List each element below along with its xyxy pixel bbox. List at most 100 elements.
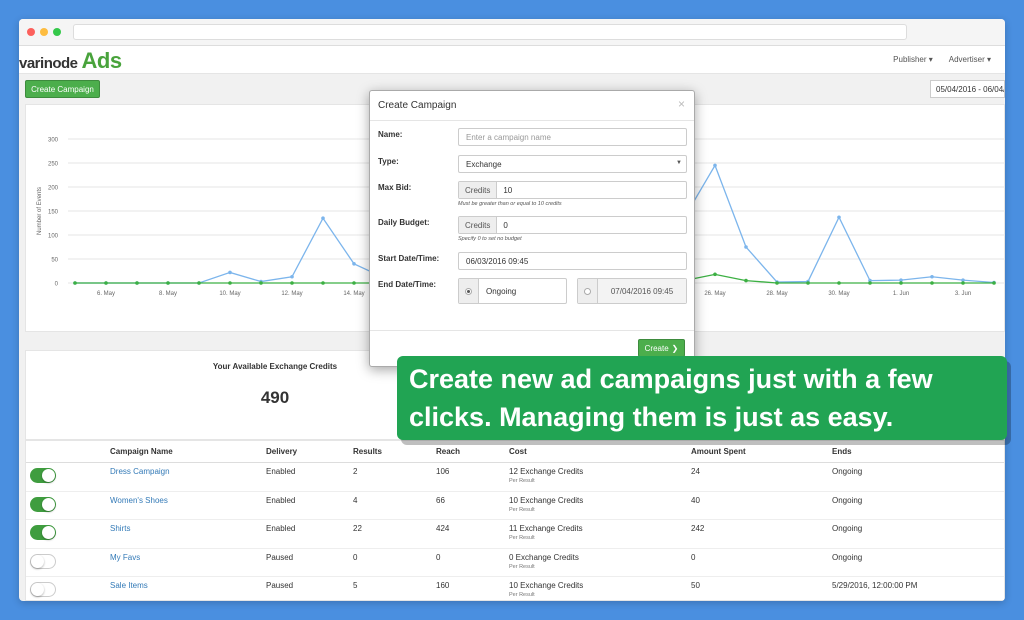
maxbid-label: Max Bid:	[378, 183, 412, 192]
data-point	[899, 281, 903, 285]
radio-selected-icon	[465, 287, 472, 295]
nav-links: Publisher ▾ Advertiser ▾	[893, 55, 991, 64]
ends-cell: Ongoing	[828, 491, 1004, 520]
campaign-name-input[interactable]: Enter a campaign name	[458, 128, 687, 146]
maxbid-input[interactable]: Credits 10	[458, 181, 687, 199]
data-point	[352, 281, 356, 285]
x-tick-label: 6. May	[97, 291, 115, 297]
start-date-input[interactable]: 06/03/2016 09:45	[458, 252, 687, 270]
modal-header: Create Campaign ×	[370, 91, 694, 121]
logo-text: varinode	[19, 55, 78, 72]
cost-cell: 10 Exchange Credits	[509, 581, 584, 590]
maxbid-hint: Must be greater than or equal to 10 cred…	[458, 201, 562, 207]
chevron-down-icon: ▼	[676, 160, 682, 166]
name-label: Name:	[378, 130, 403, 139]
data-point	[321, 216, 325, 220]
brand-logo[interactable]: varinode Ads	[19, 48, 122, 74]
delivery-cell: Enabled	[262, 462, 349, 492]
type-select-value: Exchange	[466, 160, 502, 169]
toggle-knob	[31, 583, 44, 596]
date-range-picker[interactable]: 05/04/2016 - 06/04/2016	[930, 80, 1005, 98]
campaign-toggle[interactable]	[30, 525, 56, 540]
nav-advertiser[interactable]: Advertiser ▾	[948, 55, 991, 64]
campaigns-table: Campaign Name Delivery Results Reach Cos…	[26, 441, 1004, 601]
start-label: Start Date/Time:	[378, 254, 440, 263]
daily-budget-input[interactable]: Credits 0	[458, 216, 687, 234]
campaign-name-link[interactable]: My Favs	[110, 552, 141, 562]
campaign-name-link[interactable]: Dress Campaign	[110, 467, 170, 476]
cost-cell: 11 Exchange Credits	[509, 524, 583, 533]
per-result-label: Per Result	[509, 592, 535, 598]
close-window-dot[interactable]	[27, 28, 35, 36]
modal-title: Create Campaign	[378, 100, 457, 111]
end-ongoing-option[interactable]: Ongoing	[458, 278, 567, 304]
table-row: Dress Campaign Enabled 2 106 12 Exchange…	[26, 462, 1004, 492]
data-point	[992, 281, 996, 285]
maximize-window-dot[interactable]	[53, 28, 61, 36]
data-point	[228, 270, 232, 275]
table-header-row: Campaign Name Delivery Results Reach Cos…	[26, 441, 1004, 463]
cost-cell: 12 Exchange Credits	[509, 467, 584, 476]
campaign-toggle[interactable]	[30, 582, 56, 597]
nav-publisher[interactable]: Publisher ▾	[893, 55, 933, 64]
close-icon[interactable]: ×	[677, 97, 685, 111]
data-point	[228, 281, 232, 285]
y-axis-label: Number of Events	[37, 187, 43, 235]
results-cell: 22	[349, 519, 432, 549]
address-bar[interactable]	[73, 24, 907, 40]
start-row: Start Date/Time: 06/03/2016 09:45	[378, 252, 688, 274]
delivery-cell: Paused	[262, 576, 349, 601]
modal-create-button[interactable]: Create ❯	[638, 339, 685, 357]
ends-cell: 5/29/2016, 12:00:00 PM	[828, 576, 1004, 601]
results-cell: 2	[349, 462, 432, 492]
delivery-cell: Paused	[262, 548, 349, 577]
campaign-toggle[interactable]	[30, 553, 56, 569]
end-label: End Date/Time:	[378, 280, 437, 289]
x-tick-label: 30. May	[828, 291, 849, 297]
campaign-toggle[interactable]	[30, 496, 56, 512]
create-campaign-button[interactable]: Create Campaign	[25, 80, 100, 98]
y-tick-label: 0	[55, 282, 59, 288]
campaign-name-link[interactable]: Shirts	[110, 524, 131, 533]
minimize-window-dot[interactable]	[40, 28, 48, 36]
type-select[interactable]: Exchange ▼	[458, 155, 687, 173]
x-tick-label: 14. May	[343, 291, 364, 297]
maxbid-prefix: Credits	[459, 182, 498, 198]
results-cell: 0	[349, 548, 432, 577]
campaign-toggle[interactable]	[30, 468, 56, 483]
browser-window: varinode Ads Publisher ▾ Advertiser ▾ Cre…	[19, 19, 1005, 601]
series-line	[683, 163, 995, 284]
data-point	[961, 278, 965, 282]
per-result-label: Per Result	[509, 563, 535, 570]
toggle-column-header	[26, 441, 106, 463]
table-row: Sale Items Paused 5 160 10 Exchange Cred…	[26, 576, 1004, 601]
data-point	[104, 281, 108, 285]
data-point	[197, 281, 201, 285]
amount-spent-cell: 50	[687, 576, 828, 601]
per-result-label: Per Result	[509, 478, 535, 484]
table-row: Women's Shoes Enabled 4 66 10 Exchange C…	[26, 491, 1004, 520]
reach-cell: 66	[432, 491, 505, 520]
browser-titlebar	[19, 19, 1005, 46]
ends-cell: Ongoing	[828, 548, 1004, 577]
data-point	[899, 278, 903, 282]
header-delivery: Delivery	[262, 441, 349, 463]
top-navbar: varinode Ads Publisher ▾ Advertiser ▾	[19, 46, 1005, 74]
end-ongoing-label: Ongoing	[486, 287, 517, 296]
x-tick-label: 1. Jun	[893, 291, 909, 297]
budget-value: 0	[503, 221, 508, 230]
data-point	[744, 245, 748, 249]
data-point	[961, 281, 965, 285]
y-tick-label: 300	[48, 138, 59, 144]
x-tick-label: 3. Jun	[955, 291, 971, 297]
per-result-label: Per Result	[509, 535, 535, 541]
data-point	[930, 281, 934, 285]
end-date-option[interactable]: 07/04/2016 09:45	[577, 278, 687, 304]
chevron-right-icon: ❯	[671, 343, 679, 353]
data-point	[290, 274, 294, 279]
per-result-label: Per Result	[509, 506, 535, 513]
data-point	[259, 281, 263, 285]
campaign-name-link[interactable]: Sale Items	[110, 581, 148, 590]
delivery-cell: Enabled	[262, 519, 349, 549]
campaign-name-link[interactable]: Women's Shoes	[110, 495, 168, 505]
